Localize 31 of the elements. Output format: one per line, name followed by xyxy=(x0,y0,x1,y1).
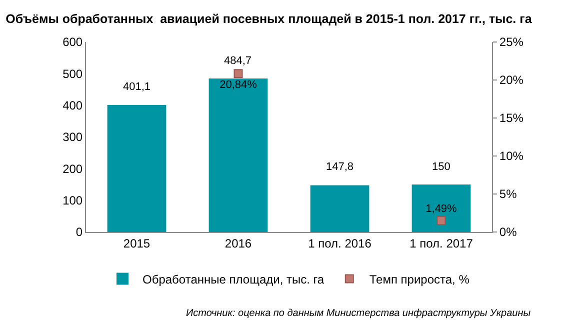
y-tick-label: 300 xyxy=(62,130,83,144)
y2-tick-label: 25% xyxy=(499,35,524,50)
data-label: 401,1 xyxy=(123,81,151,93)
bar xyxy=(412,184,471,232)
data-label: 147,8 xyxy=(326,161,354,173)
bar xyxy=(208,78,268,232)
y2-tick-label: 10% xyxy=(499,149,524,164)
y2-tick-label: 5% xyxy=(499,187,518,202)
y2-tick-label: 20% xyxy=(499,73,524,88)
y-tick-label: 500 xyxy=(62,66,83,81)
x-tick-label: 1 пол. 2017 xyxy=(410,236,474,250)
x-tick-label: 2016 xyxy=(224,236,252,250)
bar xyxy=(310,185,370,232)
y-tick-label: 400 xyxy=(62,98,83,113)
y-tick-label: 0 xyxy=(76,225,83,240)
y-tick-label: 200 xyxy=(62,162,83,176)
x-tick-label: 1 пол. 2016 xyxy=(308,236,372,250)
x-tick-label: 2015 xyxy=(123,236,150,250)
legend-label: Темп прироста, % xyxy=(369,272,470,286)
bar xyxy=(107,104,166,232)
text: Источник: оценка по данным Министерства инфраструктуры Украины xyxy=(186,308,532,319)
y2-tick-label: 0% xyxy=(499,225,518,240)
data-label: 150 xyxy=(432,161,450,173)
data-label: 20,84% xyxy=(220,78,258,91)
data-label: 1,49% xyxy=(426,202,458,215)
chart-title: Объёмы обработанных авиацией посевных площадей в 2015-1 пол. 2017 гг., тыс. га xyxy=(6,12,533,26)
legend-label: Обработанные площади, тыс. га xyxy=(142,272,324,286)
data-label: 484,7 xyxy=(224,55,252,67)
y-tick-label: 600 xyxy=(62,35,83,50)
y2-tick-label: 15% xyxy=(499,111,524,126)
y-tick-label: 100 xyxy=(62,194,83,208)
